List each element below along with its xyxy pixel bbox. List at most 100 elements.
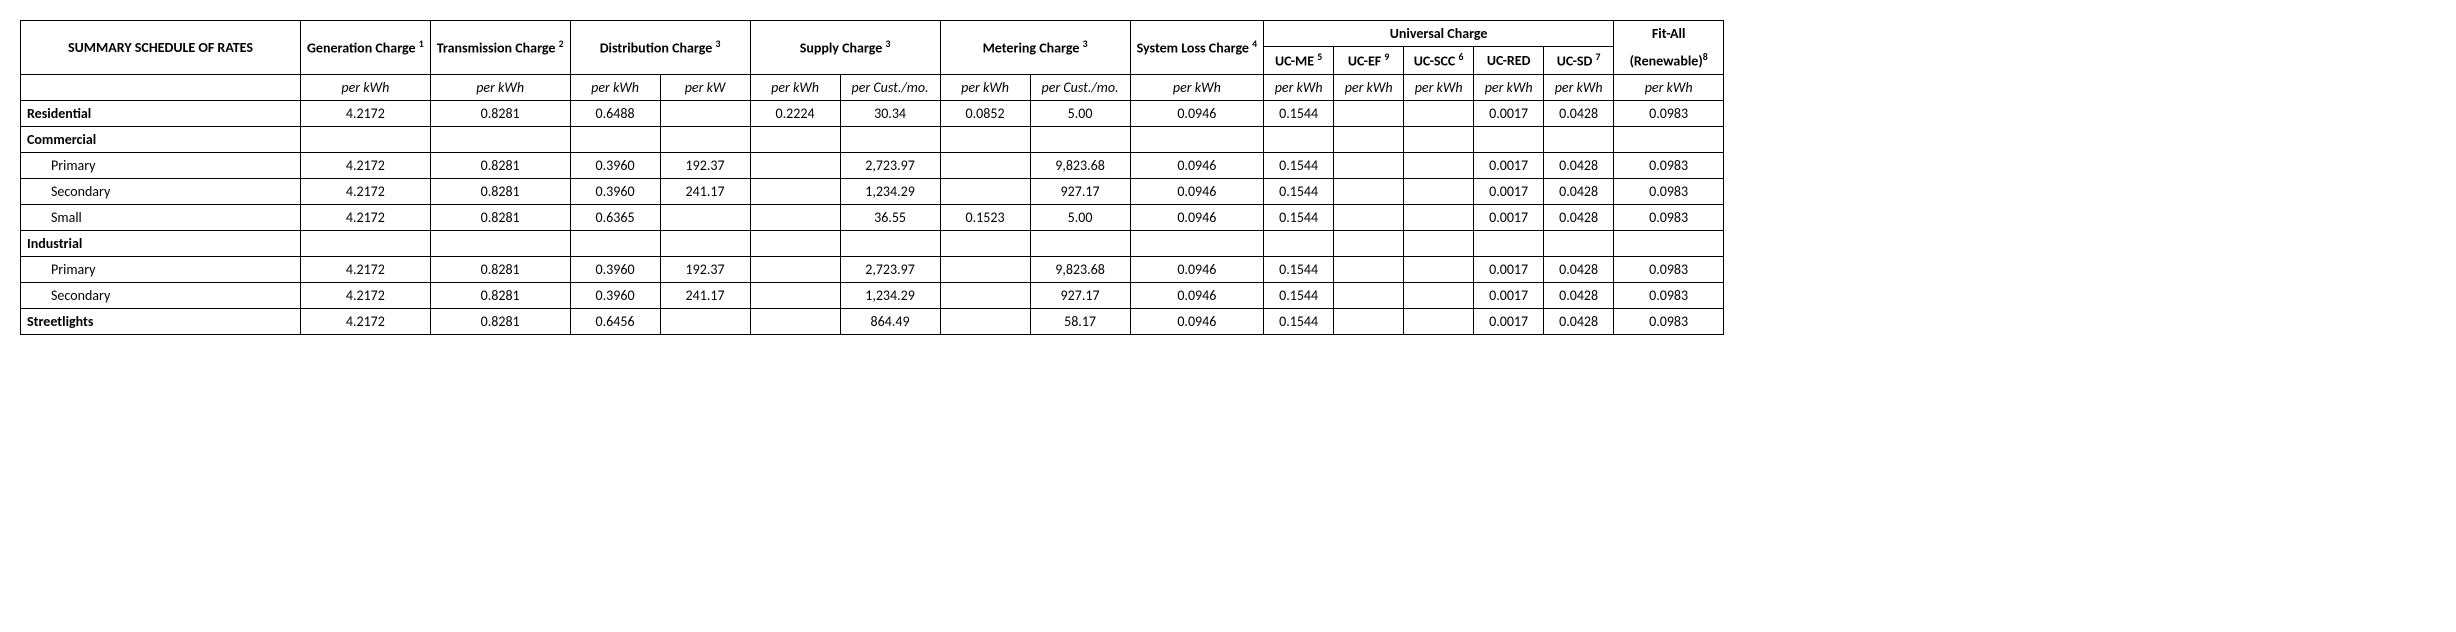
cell-dist_kwh: 0.3960: [570, 178, 660, 204]
cell-supply_kwh: [750, 256, 840, 282]
cell-meter_cust: 5.00: [1030, 100, 1130, 126]
cell-meter_kwh: [940, 308, 1030, 334]
unit-meter-cust: per Cust./mo.: [1030, 74, 1130, 100]
cell-meter_kwh: 0.1523: [940, 204, 1030, 230]
cell-uc_me: 0.1544: [1264, 256, 1334, 282]
cell-uc_scc: [1404, 230, 1474, 256]
cell-uc_ef: [1334, 100, 1404, 126]
cell-sysloss: 0.0946: [1130, 308, 1264, 334]
cell-uc_scc: [1404, 204, 1474, 230]
cell-uc_me: [1264, 126, 1334, 152]
cell-uc_scc: [1404, 308, 1474, 334]
hdr-uc-red: UC-RED: [1474, 47, 1544, 75]
cell-transmission: [430, 230, 570, 256]
cell-uc_scc: [1404, 282, 1474, 308]
cell-generation: 4.2172: [301, 152, 431, 178]
table-row: Streetlights4.21720.82810.6456864.4958.1…: [21, 308, 1724, 334]
cell-supply_cust: 1,234.29: [840, 178, 940, 204]
cell-meter_kwh: [940, 152, 1030, 178]
cell-generation: 4.2172: [301, 204, 431, 230]
cell-dist_kwh: 0.3960: [570, 152, 660, 178]
cell-supply_cust: 864.49: [840, 308, 940, 334]
cell-uc_me: 0.1544: [1264, 282, 1334, 308]
cell-uc_red: 0.0017: [1474, 178, 1544, 204]
unit-generation: per kWh: [301, 74, 431, 100]
cell-uc_me: 0.1544: [1264, 152, 1334, 178]
hdr-supply-text: Supply Charge: [800, 40, 883, 57]
cell-sysloss: 0.0946: [1130, 152, 1264, 178]
cell-dist_kw: [660, 230, 750, 256]
cell-sysloss: 0.0946: [1130, 204, 1264, 230]
hdr-fitall-line1: Fit-All: [1614, 21, 1724, 47]
cell-transmission: [430, 126, 570, 152]
unit-fitall: per kWh: [1614, 74, 1724, 100]
row-label: Primary: [21, 152, 301, 178]
unit-transmission: per kWh: [430, 74, 570, 100]
cell-meter_cust: 927.17: [1030, 178, 1130, 204]
cell-supply_cust: 36.55: [840, 204, 940, 230]
cell-uc_sd: [1544, 126, 1614, 152]
table-row: Small4.21720.82810.636536.550.15235.000.…: [21, 204, 1724, 230]
cell-uc_sd: 0.0428: [1544, 282, 1614, 308]
cell-sysloss: 0.0946: [1130, 100, 1264, 126]
hdr-fitall-sup: 8: [1703, 51, 1708, 63]
cell-fitall: 0.0983: [1614, 204, 1724, 230]
unit-uc-red: per kWh: [1474, 74, 1544, 100]
unit-dist-kw: per kW: [660, 74, 750, 100]
cell-dist_kw: 241.17: [660, 282, 750, 308]
cell-supply_kwh: [750, 126, 840, 152]
hdr-sysloss: System Loss Charge 4: [1130, 21, 1264, 75]
table-row: Primary4.21720.82810.3960192.372,723.979…: [21, 152, 1724, 178]
cell-supply_kwh: [750, 178, 840, 204]
hdr-metering-sup: 3: [1083, 38, 1088, 50]
cell-dist_kw: [660, 126, 750, 152]
cell-generation: [301, 126, 431, 152]
cell-uc_red: [1474, 230, 1544, 256]
row-label: Secondary: [21, 178, 301, 204]
cell-meter_cust: 927.17: [1030, 282, 1130, 308]
cell-dist_kw: 241.17: [660, 178, 750, 204]
hdr-uc-sd-text: UC-SD: [1557, 53, 1593, 70]
hdr-transmission-text: Transmission Charge: [437, 40, 556, 57]
cell-uc_scc: [1404, 126, 1474, 152]
hdr-uc-me-text: UC-ME: [1275, 53, 1314, 70]
cell-dist_kw: [660, 204, 750, 230]
cell-meter_cust: 9,823.68: [1030, 256, 1130, 282]
cell-uc_red: 0.0017: [1474, 256, 1544, 282]
cell-supply_cust: 2,723.97: [840, 152, 940, 178]
cell-generation: 4.2172: [301, 256, 431, 282]
cell-dist_kw: [660, 308, 750, 334]
cell-meter_kwh: [940, 282, 1030, 308]
hdr-uc-scc-text: UC-SCC: [1414, 53, 1456, 70]
cell-uc_sd: [1544, 230, 1614, 256]
cell-uc_red: 0.0017: [1474, 204, 1544, 230]
cell-supply_cust: 30.34: [840, 100, 940, 126]
cell-dist_kwh: 0.3960: [570, 256, 660, 282]
hdr-transmission-sup: 2: [559, 38, 564, 50]
cell-uc_ef: [1334, 126, 1404, 152]
table-row: Industrial: [21, 230, 1724, 256]
cell-meter_kwh: [940, 178, 1030, 204]
hdr-supply-sup: 3: [885, 38, 890, 50]
cell-fitall: 0.0983: [1614, 308, 1724, 334]
cell-sysloss: 0.0946: [1130, 282, 1264, 308]
unit-dist-kwh: per kWh: [570, 74, 660, 100]
unit-supply-kwh: per kWh: [750, 74, 840, 100]
row-label: Commercial: [21, 126, 301, 152]
cell-dist_kw: 192.37: [660, 152, 750, 178]
cell-sysloss: [1130, 230, 1264, 256]
cell-meter_kwh: [940, 230, 1030, 256]
hdr-sysloss-sup: 4: [1252, 38, 1257, 50]
table-body: Residential4.21720.82810.64880.222430.34…: [21, 100, 1724, 334]
hdr-fitall-line2: (Renewable)8: [1614, 47, 1724, 75]
hdr-distribution-sup: 3: [715, 38, 720, 50]
cell-dist_kwh: [570, 230, 660, 256]
cell-supply_kwh: [750, 204, 840, 230]
cell-uc_ef: [1334, 256, 1404, 282]
cell-fitall: [1614, 230, 1724, 256]
cell-sysloss: 0.0946: [1130, 178, 1264, 204]
cell-meter_kwh: [940, 256, 1030, 282]
unit-uc-me: per kWh: [1264, 74, 1334, 100]
cell-transmission: 0.8281: [430, 308, 570, 334]
hdr-uc-sd: UC-SD 7: [1544, 47, 1614, 75]
